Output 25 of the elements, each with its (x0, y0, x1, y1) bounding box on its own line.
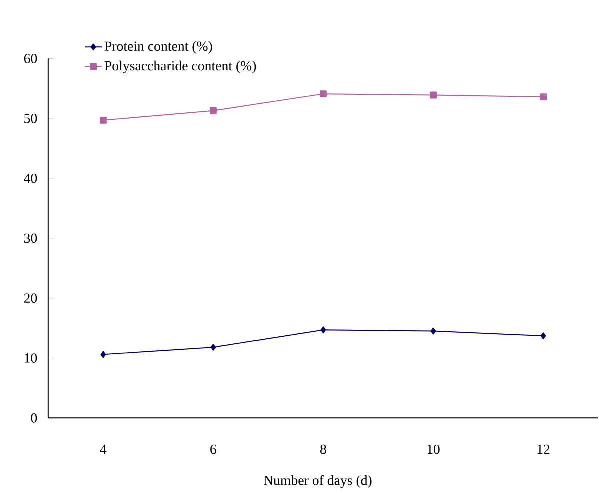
y-tick-label: 20 (24, 294, 38, 304)
y-tick-label: 0 (31, 414, 38, 423)
point (320, 326, 326, 334)
x-tick-label: 8 (320, 444, 326, 454)
point (320, 90, 327, 98)
point (430, 328, 436, 335)
legend-label: Polysaccharide content (%) (104, 61, 256, 74)
y-tick-label: 30 (24, 234, 38, 244)
x-tick-label: 12 (538, 444, 550, 454)
y-tick-label: 10 (25, 354, 38, 364)
x-tick-label: 4 (100, 444, 107, 454)
point (540, 332, 546, 340)
point (540, 94, 547, 101)
y-tick-label: 60 (24, 54, 38, 64)
point (210, 344, 216, 352)
legend-label: Protein content (%) (104, 41, 212, 54)
point (430, 92, 437, 99)
point (100, 351, 106, 358)
x-tick-label: 6 (210, 444, 216, 454)
point (210, 108, 217, 114)
x-axis-title: Number of days (d) (264, 475, 372, 488)
y-tick-label: 50 (24, 114, 38, 124)
y-tick-label: 40 (24, 174, 38, 184)
point (100, 117, 107, 124)
x-tick-label: 10 (428, 444, 440, 454)
